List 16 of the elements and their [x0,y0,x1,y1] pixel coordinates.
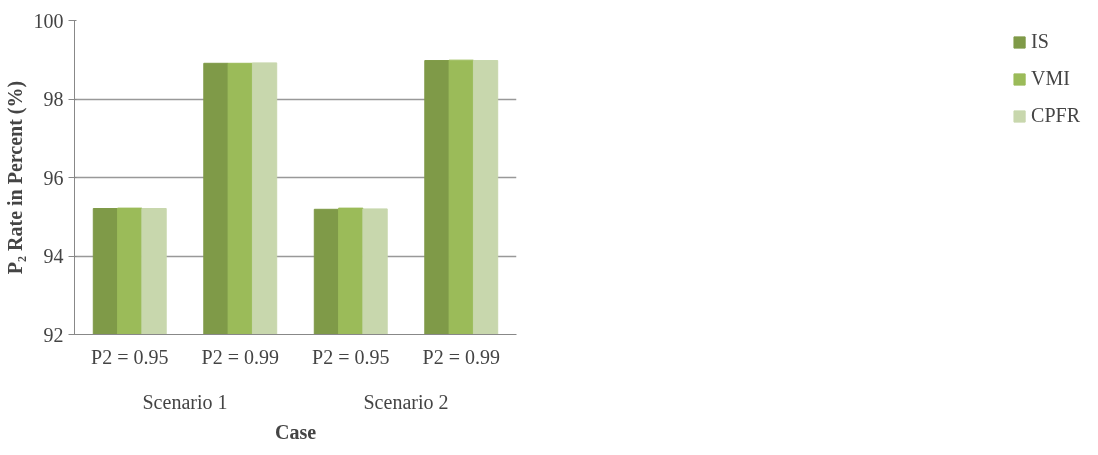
legend-label: CPFR [1031,104,1080,127]
y-tick-label: 92 [43,323,64,346]
text: Scenario 1 [142,390,228,413]
y-tick-label: 100 [33,9,64,32]
x-tick-label: P2 = 0.99 [422,345,500,368]
x-axis-title: Case [274,420,317,443]
y-tick-label: 98 [43,88,64,110]
legend-label: IS [1031,30,1050,53]
x-tick-label: P2 = 0.99 [201,345,279,368]
y-tick-label: 94 [43,245,64,267]
x-tick-label: P2 = 0.95 [91,345,169,368]
y-axis-title: P₂ Rate in Percent (%) [3,80,27,275]
legend-label: VMI [1031,67,1070,90]
y-tick-label: 96 [43,166,64,189]
text: Scenario 2 [363,390,449,413]
x-tick-label: P2 = 0.95 [312,345,390,368]
